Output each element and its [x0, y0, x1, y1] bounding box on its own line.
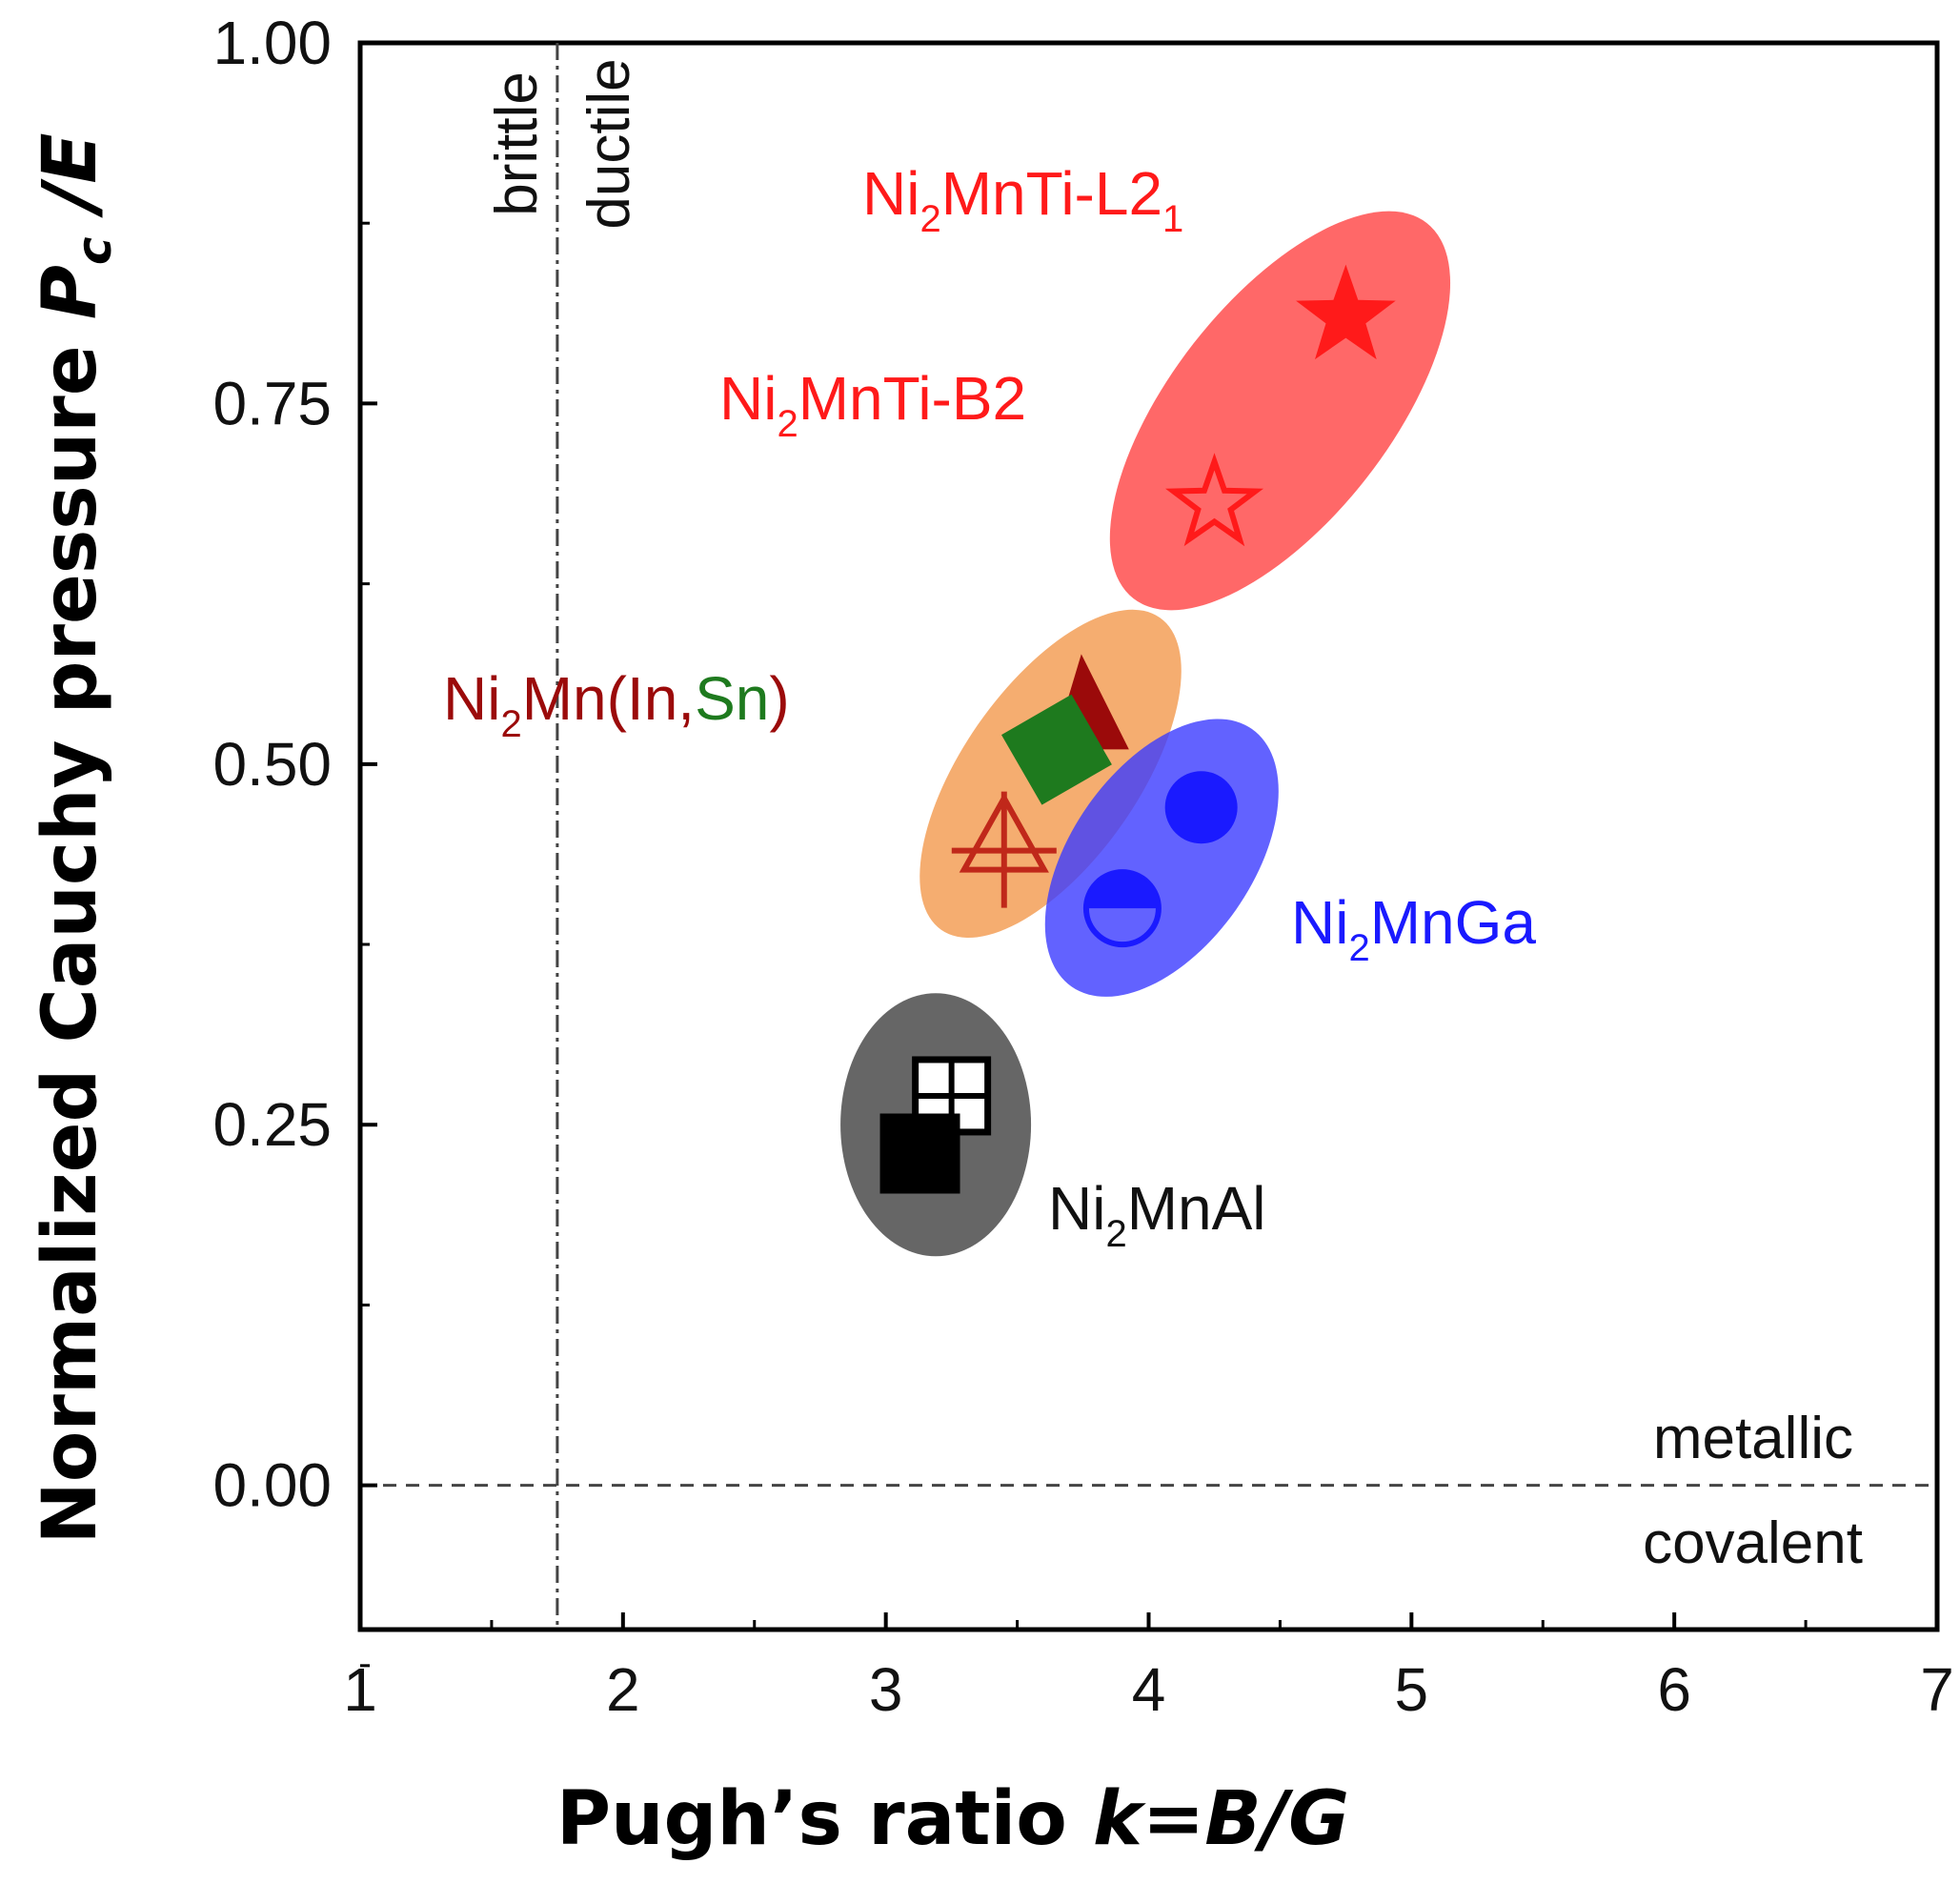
data-point-circle-filled [1164, 771, 1238, 844]
x-tick-label: 4 [1132, 1655, 1166, 1724]
x-tick-label: 5 [1395, 1655, 1429, 1724]
x-tick-label: 6 [1657, 1655, 1691, 1724]
data-point-square-filled [879, 1113, 960, 1194]
circle-filled-icon [1164, 771, 1238, 844]
ni2mnti-l21-label: Ni2MnTi-L21 [862, 159, 1183, 240]
x-tick-label: 2 [606, 1655, 640, 1724]
ni2mn-in-sn-label: Ni2Mn(In,Sn) [443, 664, 790, 745]
data-markers [879, 264, 1396, 1194]
square-filled-icon [879, 1113, 960, 1194]
data-point-circle-half [1082, 869, 1162, 948]
y-tick-label: 0.50 [212, 730, 332, 799]
brittle-annotation: brittle [484, 71, 550, 216]
star-filled-icon [1296, 264, 1396, 360]
covalent-annotation: covalent [1643, 1510, 1863, 1576]
ni2mnga-label: Ni2MnGa [1291, 888, 1536, 969]
ni2mnti-b2-label: Ni2MnTi-B2 [719, 364, 1026, 445]
data-point-triangle-crossed [951, 791, 1057, 908]
y-tick-label: 0.00 [212, 1451, 332, 1520]
ni2mnal-label: Ni2MnAl [1048, 1174, 1266, 1255]
metallic-annotation: metallic [1653, 1406, 1853, 1471]
x-axis-title: Pugh’s ratio k=B/G [556, 1776, 1349, 1862]
data-point-diamond-filled [1001, 694, 1112, 805]
axis-ticks: 1 2 3 4 5 6 70.000.250.500.751.00 [212, 9, 1953, 1724]
star-open-icon [1165, 453, 1264, 547]
x-tick-label: 3 [869, 1655, 903, 1724]
ni2mnti-cluster-ellipse [1109, 211, 1451, 611]
y-tick-label: 0.75 [212, 369, 332, 437]
ductile-annotation: ductile [576, 58, 642, 229]
y-tick-label: 0.25 [212, 1090, 332, 1159]
y-tick-label: 1.00 [212, 9, 332, 77]
y-axis-title: Normalized Cauchy pressure Pc /E [28, 132, 122, 1544]
data-point-star-open [1165, 453, 1264, 547]
data-point-star-filled [1296, 264, 1396, 360]
x-tick-label: 7 [1920, 1655, 1954, 1724]
circle-half-fill [1085, 872, 1159, 909]
diamond-filled-icon [1001, 694, 1112, 805]
